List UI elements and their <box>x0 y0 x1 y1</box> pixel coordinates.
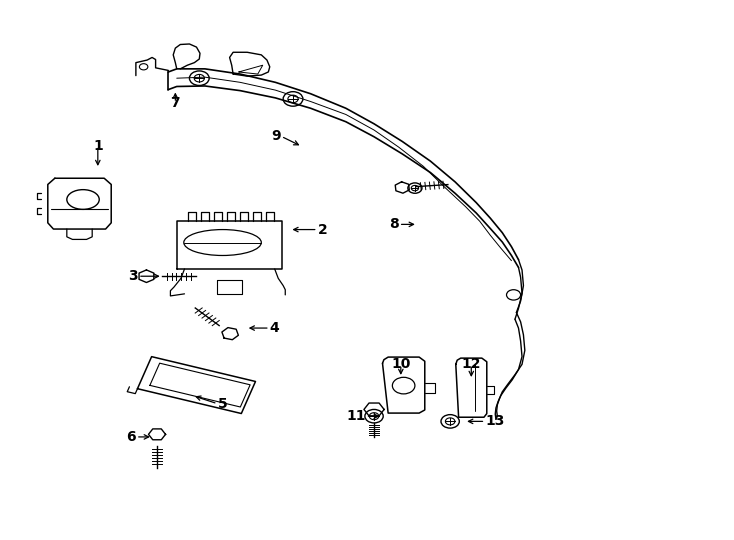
Text: 11: 11 <box>346 409 366 423</box>
Text: 3: 3 <box>128 269 138 283</box>
Text: 8: 8 <box>389 218 399 231</box>
Text: 7: 7 <box>170 96 180 110</box>
Text: 2: 2 <box>318 222 327 237</box>
Text: 13: 13 <box>485 414 505 428</box>
Text: 1: 1 <box>93 139 103 153</box>
Text: 4: 4 <box>270 321 280 335</box>
Text: 10: 10 <box>391 357 410 372</box>
Text: 9: 9 <box>272 129 281 143</box>
Text: 6: 6 <box>126 430 136 444</box>
Text: 12: 12 <box>462 357 481 372</box>
Text: 5: 5 <box>217 397 228 411</box>
